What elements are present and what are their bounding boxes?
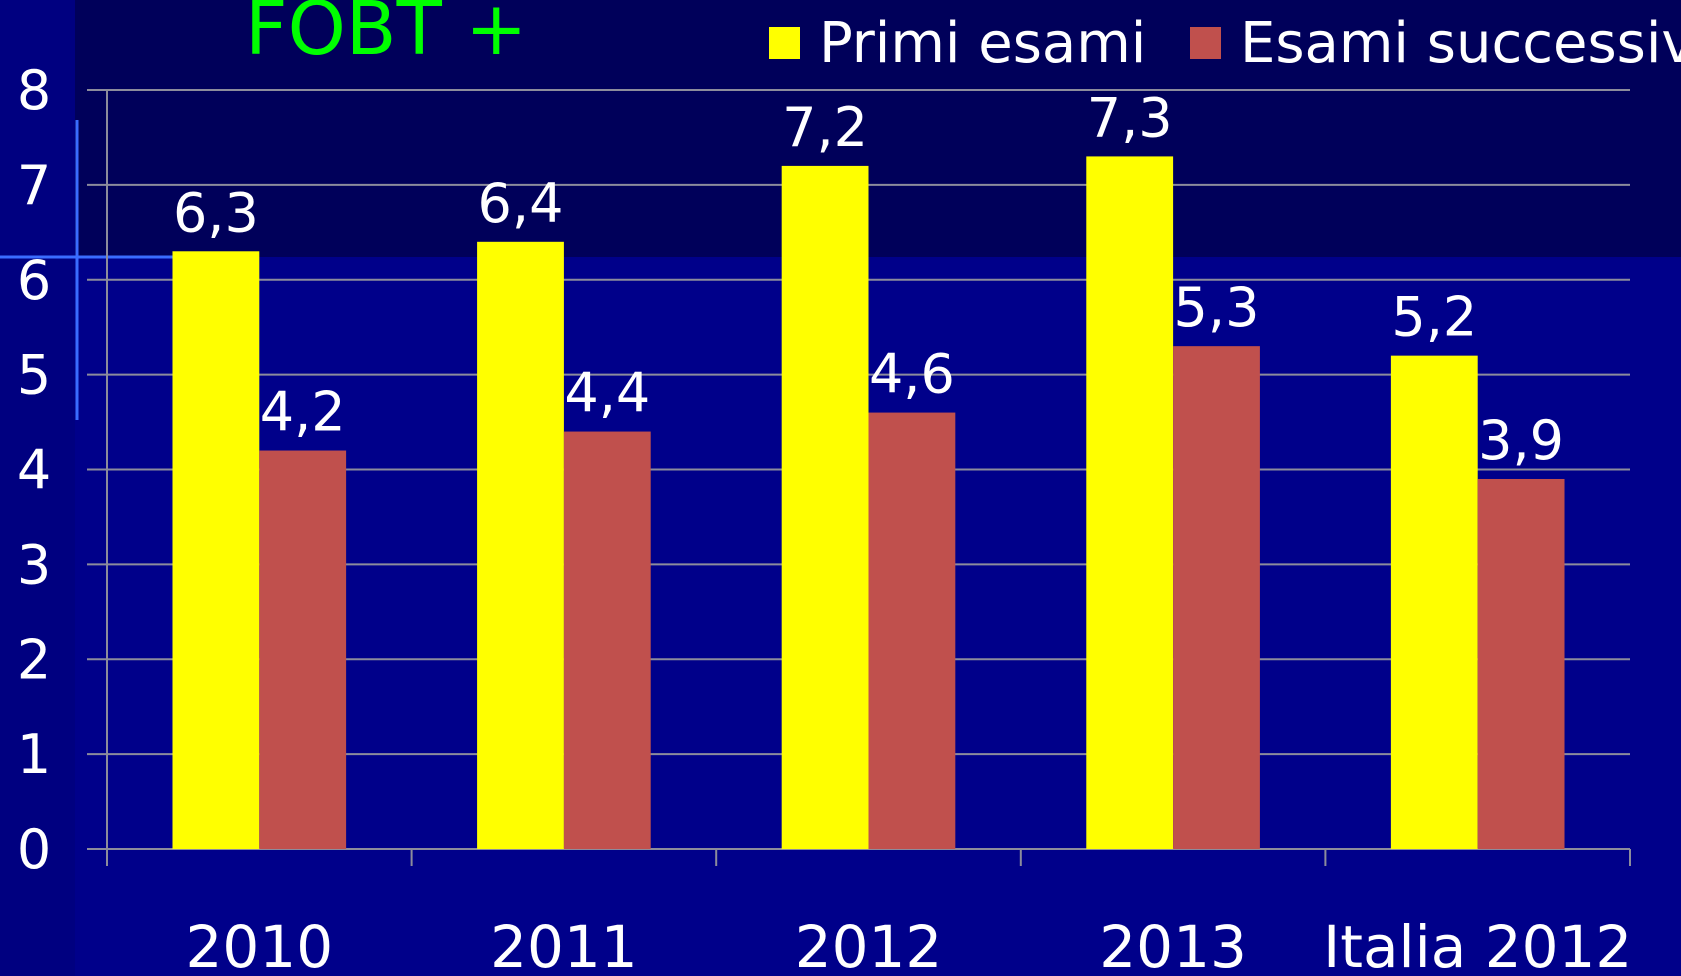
x-tick-label: 2013 xyxy=(1099,913,1247,976)
y-tick-label: 4 xyxy=(17,439,51,502)
x-tick-label: 2010 xyxy=(185,913,333,976)
y-tick-label: 6 xyxy=(17,249,51,312)
x-tick-label: Italia 2012 xyxy=(1323,913,1632,976)
legend-swatch xyxy=(1190,27,1221,59)
x-tick-label: 2012 xyxy=(795,913,943,976)
data-label: 6,4 xyxy=(478,172,564,235)
bar xyxy=(1390,355,1478,849)
data-label: 4,4 xyxy=(564,362,650,425)
y-tick-label: 3 xyxy=(17,533,51,596)
data-label: 7,3 xyxy=(1087,86,1173,149)
y-tick-label: 5 xyxy=(17,344,51,407)
data-label: 5,2 xyxy=(1391,286,1477,349)
legend-label: Primi esami xyxy=(819,11,1146,76)
background-strip xyxy=(0,0,75,976)
data-label: 4,6 xyxy=(869,343,955,406)
bar xyxy=(1086,156,1174,850)
data-label: 4,2 xyxy=(260,381,346,444)
y-tick-label: 7 xyxy=(17,154,51,217)
legend-label: Esami successivi xyxy=(1240,11,1681,76)
y-tick-label: 1 xyxy=(17,723,51,786)
y-tick-label: 8 xyxy=(17,59,51,122)
data-label: 6,3 xyxy=(173,181,259,244)
x-tick-label: 2011 xyxy=(490,913,638,976)
bar xyxy=(477,241,564,850)
bar xyxy=(1477,478,1565,849)
chart-title: FOBT + xyxy=(245,0,527,72)
bar xyxy=(781,165,869,849)
legend-swatch xyxy=(769,27,800,59)
data-label: 7,2 xyxy=(782,96,868,159)
y-tick-label: 0 xyxy=(17,818,51,881)
bar xyxy=(172,251,260,850)
bar xyxy=(259,450,347,849)
bar xyxy=(1173,346,1260,849)
y-tick-label: 2 xyxy=(17,628,51,691)
data-label: 3,9 xyxy=(1478,409,1564,472)
bar xyxy=(868,412,956,849)
bar xyxy=(563,431,651,849)
data-label: 5,3 xyxy=(1174,276,1260,339)
